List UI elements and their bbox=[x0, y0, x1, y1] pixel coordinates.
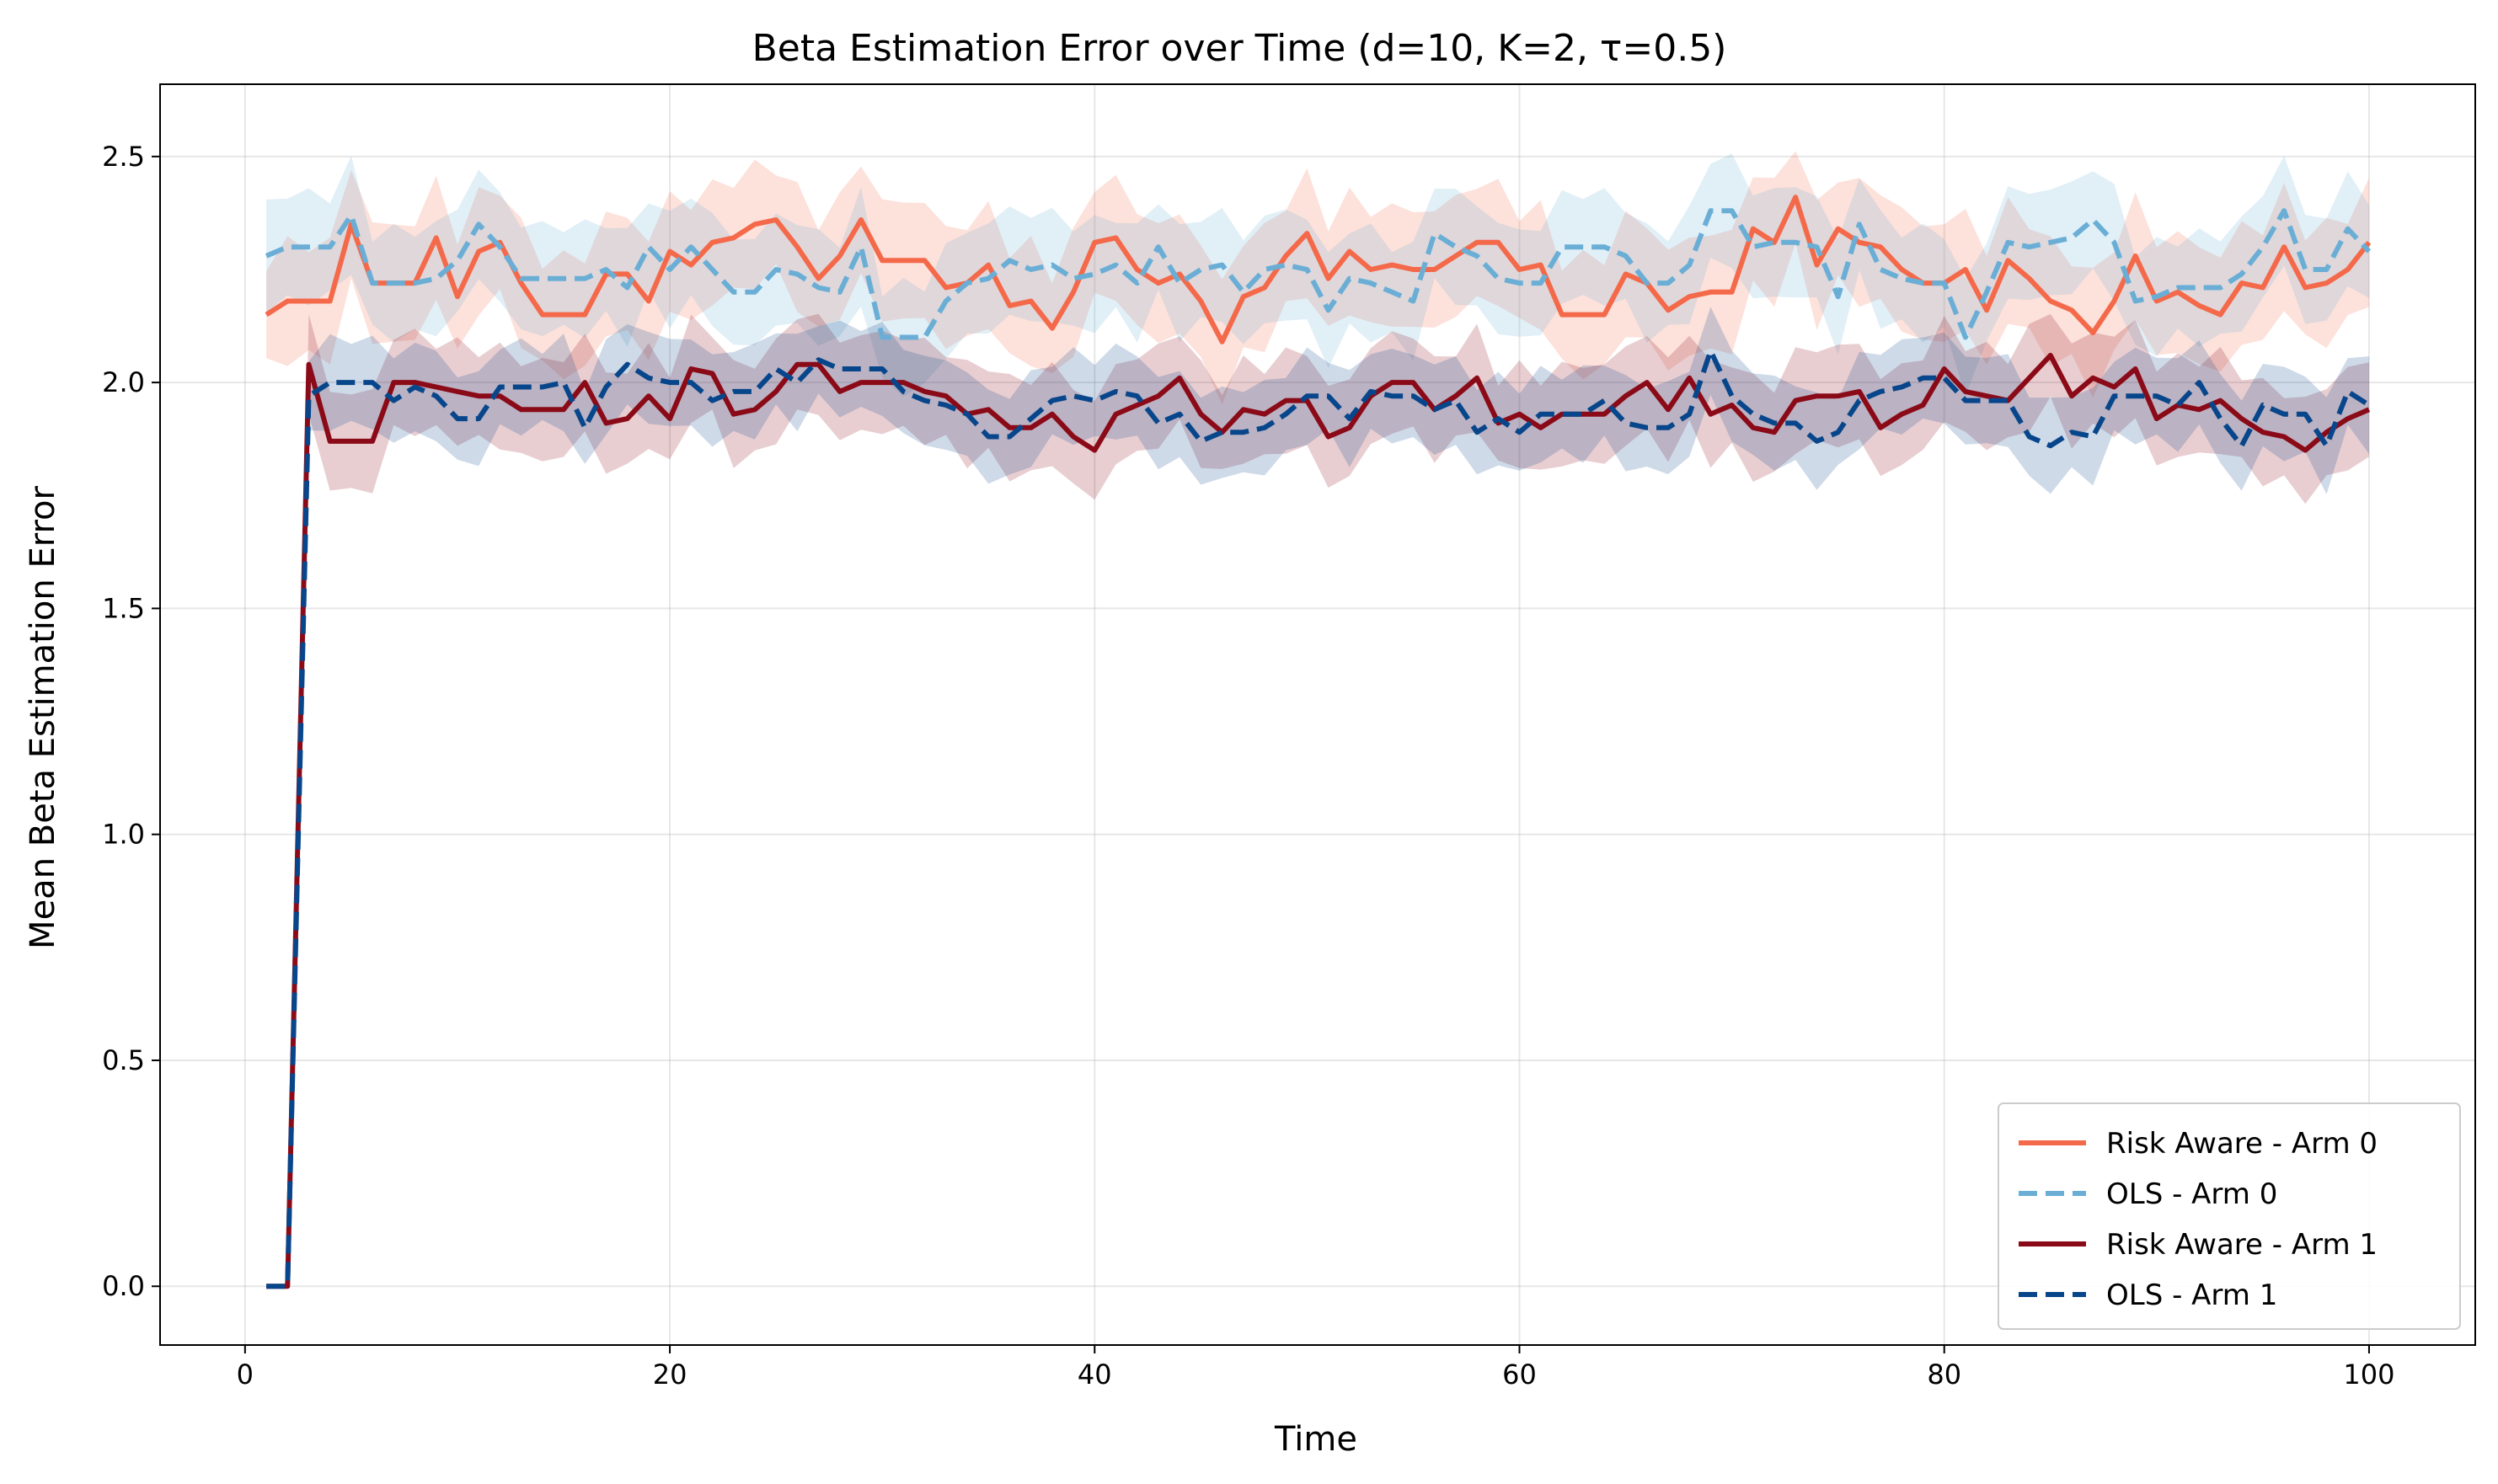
legend-entry-label: Risk Aware - Arm 1 bbox=[2106, 1228, 2378, 1262]
confidence-band-2 bbox=[266, 153, 2369, 397]
x-tick-label: 100 bbox=[2343, 1359, 2394, 1391]
series-line-3 bbox=[266, 352, 2371, 1289]
x-tick-label: 20 bbox=[653, 1359, 687, 1391]
y-tick-label: 2.0 bbox=[102, 366, 145, 398]
y-tick-label: 0.5 bbox=[102, 1044, 145, 1076]
series-line-2 bbox=[265, 208, 2372, 340]
legend: Risk Aware - Arm 0 OLS - Arm 0 Risk Aware … bbox=[1998, 1102, 2461, 1330]
legend-box bbox=[1998, 1102, 2461, 1330]
confidence-band-4 bbox=[266, 307, 2369, 1287]
legend-entry-label: OLS - Arm 0 bbox=[2106, 1177, 2277, 1211]
legend-entry-label: OLS - Arm 1 bbox=[2106, 1278, 2277, 1312]
y-tick-label: 0.0 bbox=[102, 1270, 145, 1302]
x-tick-label: 40 bbox=[1078, 1359, 1112, 1391]
chart-title: Beta Estimation Error over Time (d=10, K… bbox=[752, 27, 1727, 70]
y-tick-label: 2.5 bbox=[102, 141, 145, 173]
x-tick-label: 80 bbox=[1927, 1359, 1961, 1391]
y-axis-ticks: 0.0 0.5 1.0 1.5 2.0 2.5 bbox=[102, 141, 160, 1302]
x-tick-label: 0 bbox=[237, 1359, 254, 1391]
x-axis-ticks: 0 20 40 60 80 100 bbox=[237, 1345, 2394, 1391]
confidence-band-3 bbox=[266, 313, 2369, 1287]
x-axis-label: Time bbox=[1274, 1420, 1357, 1459]
series-line-1 bbox=[265, 195, 2372, 344]
confidence-bands bbox=[266, 151, 2369, 1287]
x-tick-label: 60 bbox=[1502, 1359, 1537, 1391]
plot-frame bbox=[159, 83, 2476, 1346]
y-tick-label: 1.5 bbox=[102, 592, 145, 624]
y-tick-label: 1.0 bbox=[102, 819, 145, 851]
confidence-band-1 bbox=[266, 151, 2369, 405]
legend-entry-label: Risk Aware - Arm 0 bbox=[2106, 1127, 2378, 1161]
series-line-4 bbox=[266, 348, 2371, 1289]
series-lines bbox=[265, 195, 2372, 1289]
y-axis-label: Mean Beta Estimation Error bbox=[24, 486, 62, 949]
